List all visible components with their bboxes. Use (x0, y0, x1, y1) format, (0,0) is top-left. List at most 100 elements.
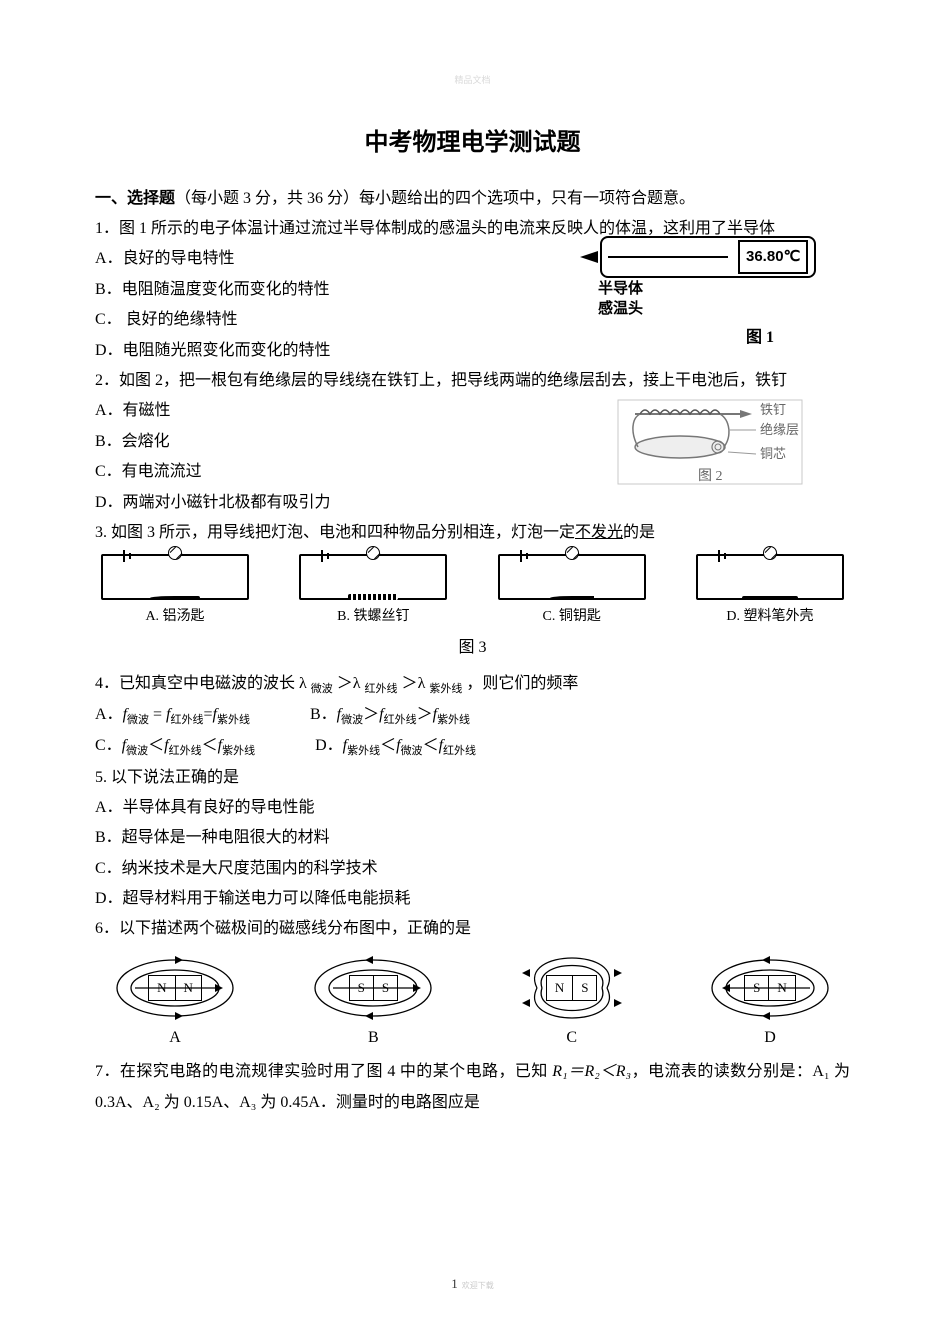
q7-stem-a: 7．在探究电路的电流规律实验时用了图 4 中的某个电路，已知 (95, 1063, 552, 1080)
question-3: 3. 如图 3 所示，用导线把灯泡、电池和四种物品分别相连，灯泡一定不发光的是 … (95, 518, 850, 663)
q4-sub3: 紫外线 (429, 683, 462, 695)
figure-2: 铁钉 绝缘层 铜芯 图 2 (610, 392, 810, 492)
q4-opt-c: C．f微波＜f红外线＜f紫外线 (95, 731, 255, 762)
q4b-pre: B． (310, 706, 337, 723)
page-num-value: 1 (451, 1276, 458, 1291)
page-title: 中考物理电学测试题 (95, 120, 850, 166)
gt: ＞ (363, 706, 379, 723)
q6-fig-d: SN D (690, 953, 850, 1053)
s: 紫外线 (222, 746, 255, 758)
bulb-icon (168, 546, 182, 560)
watermark-top: 精品文档 (454, 72, 490, 89)
q3-opt-c: C. 铜钥匙 (492, 604, 652, 631)
q4-opt-a: A．f微波 = f红外线=f紫外线 (95, 700, 250, 731)
q5-opt-c: C．纳米技术是大尺度范围内的科学技术 (95, 854, 850, 884)
battery-icon (321, 552, 361, 560)
pole-pair: SS (349, 975, 398, 1002)
s: 微波 (126, 746, 148, 758)
q3-opt-a: A. 铝汤匙 (95, 604, 255, 631)
s: 微波 (401, 746, 423, 758)
lt: ＜ (202, 737, 218, 754)
q3-circuit-d: D. 塑料笔外壳 (690, 554, 850, 631)
figure-6-row: NN A SS B NS C SN D (95, 953, 850, 1053)
key-icon (550, 596, 594, 600)
fig1-label-1: 半导体 (598, 280, 860, 300)
q4-sub1: 微波 (311, 683, 333, 695)
q6-cap-b: B (293, 1023, 453, 1053)
q5-opt-b: B．超导体是一种电阻很大的材料 (95, 823, 850, 853)
section-1-heading: 一、选择题（每小题 3 分，共 36 分）每小题给出的四个选项中，只有一项符合题… (95, 184, 850, 214)
figure-3-caption: 图 3 (95, 633, 850, 663)
battery-icon (718, 552, 758, 560)
q3-circuit-b: B. 铁螺丝钉 (293, 554, 453, 631)
question-6: 6．以下描述两个磁极间的磁感线分布图中，正确的是 NN A SS B NS C (95, 914, 850, 1053)
q7-req: R₁＝R₂＜R₃ (552, 1063, 631, 1080)
q5-stem: 5. 以下说法正确的是 (95, 763, 850, 793)
s: 红外线 (443, 746, 476, 758)
q4-row1: A．f微波 = f红外线=f紫外线 B．f微波＞f红外线＞f紫外线 (95, 700, 850, 731)
q3-stem-a: 3. 如图 3 所示，用导线把灯泡、电池和四种物品分别相连，灯泡一定 (95, 524, 575, 541)
eq: = (149, 706, 166, 723)
bulb-icon (565, 546, 579, 560)
s: 红外线 (384, 715, 417, 727)
q4-sub2: 红外线 (365, 683, 398, 695)
question-1: 1．图 1 所示的电子体温计通过流过半导体制成的感温头的电流来反映人的体温，这利… (95, 214, 850, 366)
q4-opt-b: B．f微波＞f红外线＞f紫外线 (310, 700, 470, 731)
screw-icon (348, 594, 398, 600)
q4a-pre: A． (95, 706, 123, 723)
section-1-desc: （每小题 3 分，共 36 分）每小题给出的四个选项中，只有一项符合题意。 (175, 190, 695, 207)
battery-icon (520, 552, 560, 560)
pole-pair: SN (744, 975, 796, 1002)
pole-r: N (769, 976, 794, 1001)
thermometer-tip-icon (580, 251, 598, 263)
figure-1: 36.80℃ 半导体 感温头 图 1 (580, 236, 860, 354)
q6-fig-c: NS C (492, 953, 652, 1053)
q4-stem-text: 4．已知真空中电磁波的波长 λ (95, 675, 307, 692)
q4-opt-d: D．f紫外线＜f微波＜f红外线 (315, 731, 476, 762)
q5-opt-d: D．超导材料用于输送电力可以降低电能损耗 (95, 884, 850, 914)
q6-cap-d: D (690, 1023, 850, 1053)
q6-cap-a: A (95, 1023, 255, 1053)
battery-icon (123, 552, 163, 560)
fig2-label-nail: 铁钉 (760, 402, 786, 417)
fig2-label-core: 铜芯 (760, 446, 786, 461)
q6-stem: 6．以下描述两个磁极间的磁感线分布图中，正确的是 (95, 914, 850, 944)
q4d-pre: D． (315, 737, 343, 754)
gt-2: ＞ (402, 675, 418, 692)
thermometer-lcd: 36.80℃ (738, 240, 808, 275)
fig2-label-ins: 绝缘层 (760, 422, 799, 437)
pole-l: S (745, 976, 769, 1001)
q5-opt-a: A．半导体具有良好的导电性能 (95, 793, 850, 823)
pole-l: N (547, 976, 573, 1001)
figure-1-labels: 半导体 感温头 (598, 280, 860, 319)
q3-opt-d: D. 塑料笔外壳 (690, 604, 850, 631)
figure-3-row: A. 铝汤匙 B. 铁螺丝钉 C. 铜钥匙 D. 塑料笔外壳 (95, 554, 850, 631)
gt: ＞ (417, 706, 433, 723)
pole-l: S (350, 976, 374, 1001)
s: 微波 (127, 715, 149, 727)
pole-r: S (374, 976, 397, 1001)
q3-stem: 3. 如图 3 所示，用导线把灯泡、电池和四种物品分别相连，灯泡一定不发光的是 (95, 518, 850, 548)
q7-stem: 7．在探究电路的电流规律实验时用了图 4 中的某个电路，已知 R₁＝R₂＜R₃，… (95, 1057, 850, 1118)
pole-pair: NN (148, 975, 202, 1002)
bulb-icon (763, 546, 777, 560)
pole-r: N (176, 976, 201, 1001)
q4-tail: ，则它们的频率 (466, 675, 578, 692)
lt: ＜ (148, 737, 164, 754)
s: 紫外线 (437, 715, 470, 727)
question-4: 4．已知真空中电磁波的波长 λ 微波 ＞λ 红外线 ＞λ 紫外线 ，则它们的频率… (95, 669, 850, 762)
figure-2-caption: 图 2 (698, 469, 723, 484)
q6-fig-b: SS B (293, 953, 453, 1053)
s: 红外线 (169, 746, 202, 758)
s: 红外线 (171, 715, 204, 727)
thermometer-stem (608, 256, 728, 258)
pole-r: S (573, 976, 596, 1001)
q6-cap-c: C (492, 1023, 652, 1053)
s: 紫外线 (347, 746, 380, 758)
electromagnet-diagram: 铁钉 绝缘层 铜芯 图 2 (610, 392, 810, 492)
thermometer-body: 36.80℃ (600, 236, 816, 279)
q4-row2: C．f微波＜f红外线＜f紫外线 D．f紫外线＜f微波＜f红外线 (95, 731, 850, 762)
q4-stem: 4．已知真空中电磁波的波长 λ 微波 ＞λ 红外线 ＞λ 紫外线 ，则它们的频率 (95, 669, 850, 700)
q2-opt-d: D．两端对小磁针北极都有吸引力 (95, 488, 850, 518)
question-7: 7．在探究电路的电流规律实验时用了图 4 中的某个电路，已知 R₁＝R₂＜R₃，… (95, 1057, 850, 1118)
